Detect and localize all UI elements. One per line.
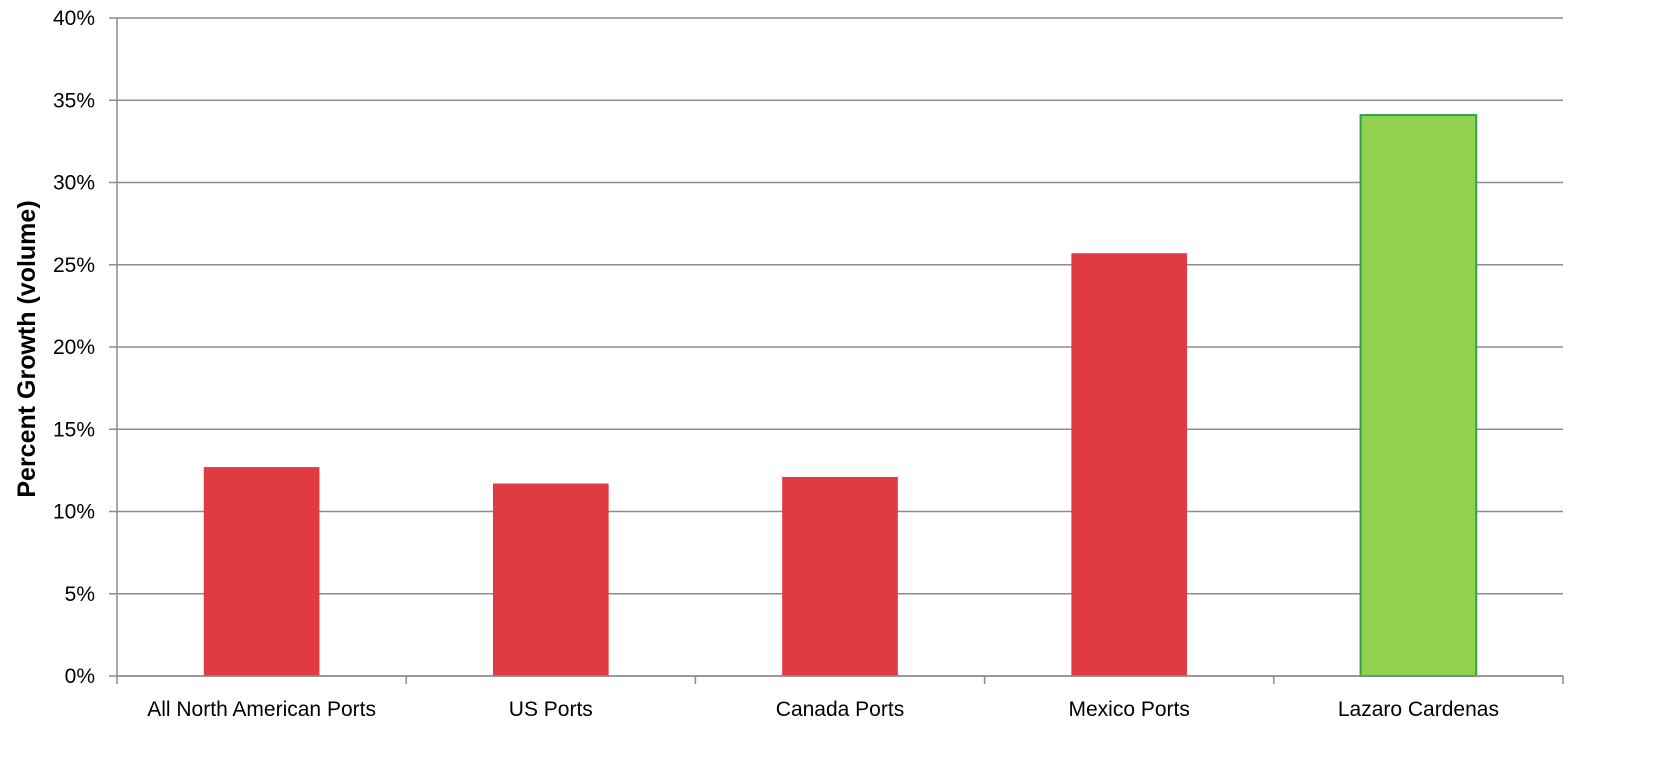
gridlines bbox=[117, 17, 1563, 677]
y-tick-label: 25% bbox=[53, 254, 95, 277]
y-tick-label: 10% bbox=[53, 501, 95, 524]
bar-mexico-ports bbox=[1071, 253, 1188, 677]
y-tick-label: 0% bbox=[65, 665, 95, 688]
y-tick-label: 5% bbox=[65, 583, 95, 606]
bar-all-north-american-ports bbox=[203, 467, 320, 676]
y-tick-label: 40% bbox=[53, 7, 95, 30]
y-tick-label: 15% bbox=[53, 418, 95, 441]
bars bbox=[203, 114, 1478, 678]
y-axis-title: Percent Growth (volume) bbox=[13, 200, 41, 497]
bar-lazaro-cardenas bbox=[1359, 114, 1478, 678]
bar-us-ports bbox=[492, 483, 609, 676]
y-tick-label: 35% bbox=[53, 89, 95, 112]
y-tick-label: 30% bbox=[53, 172, 95, 195]
axes bbox=[109, 17, 1564, 684]
x-category-label: Mexico Ports bbox=[1069, 698, 1190, 721]
x-category-label: All North American Ports bbox=[147, 698, 376, 721]
labels: 0% 5% 10% 15% 20% 25% 30% 35% 40% All North Ameri… bbox=[53, 7, 1499, 721]
x-category-label: US Ports bbox=[509, 698, 593, 721]
x-category-label: Lazaro Cardenas bbox=[1338, 698, 1499, 721]
y-tick-label: 20% bbox=[53, 336, 95, 359]
bar-canada-ports bbox=[782, 476, 898, 676]
x-category-label: Canada Ports bbox=[776, 698, 904, 721]
